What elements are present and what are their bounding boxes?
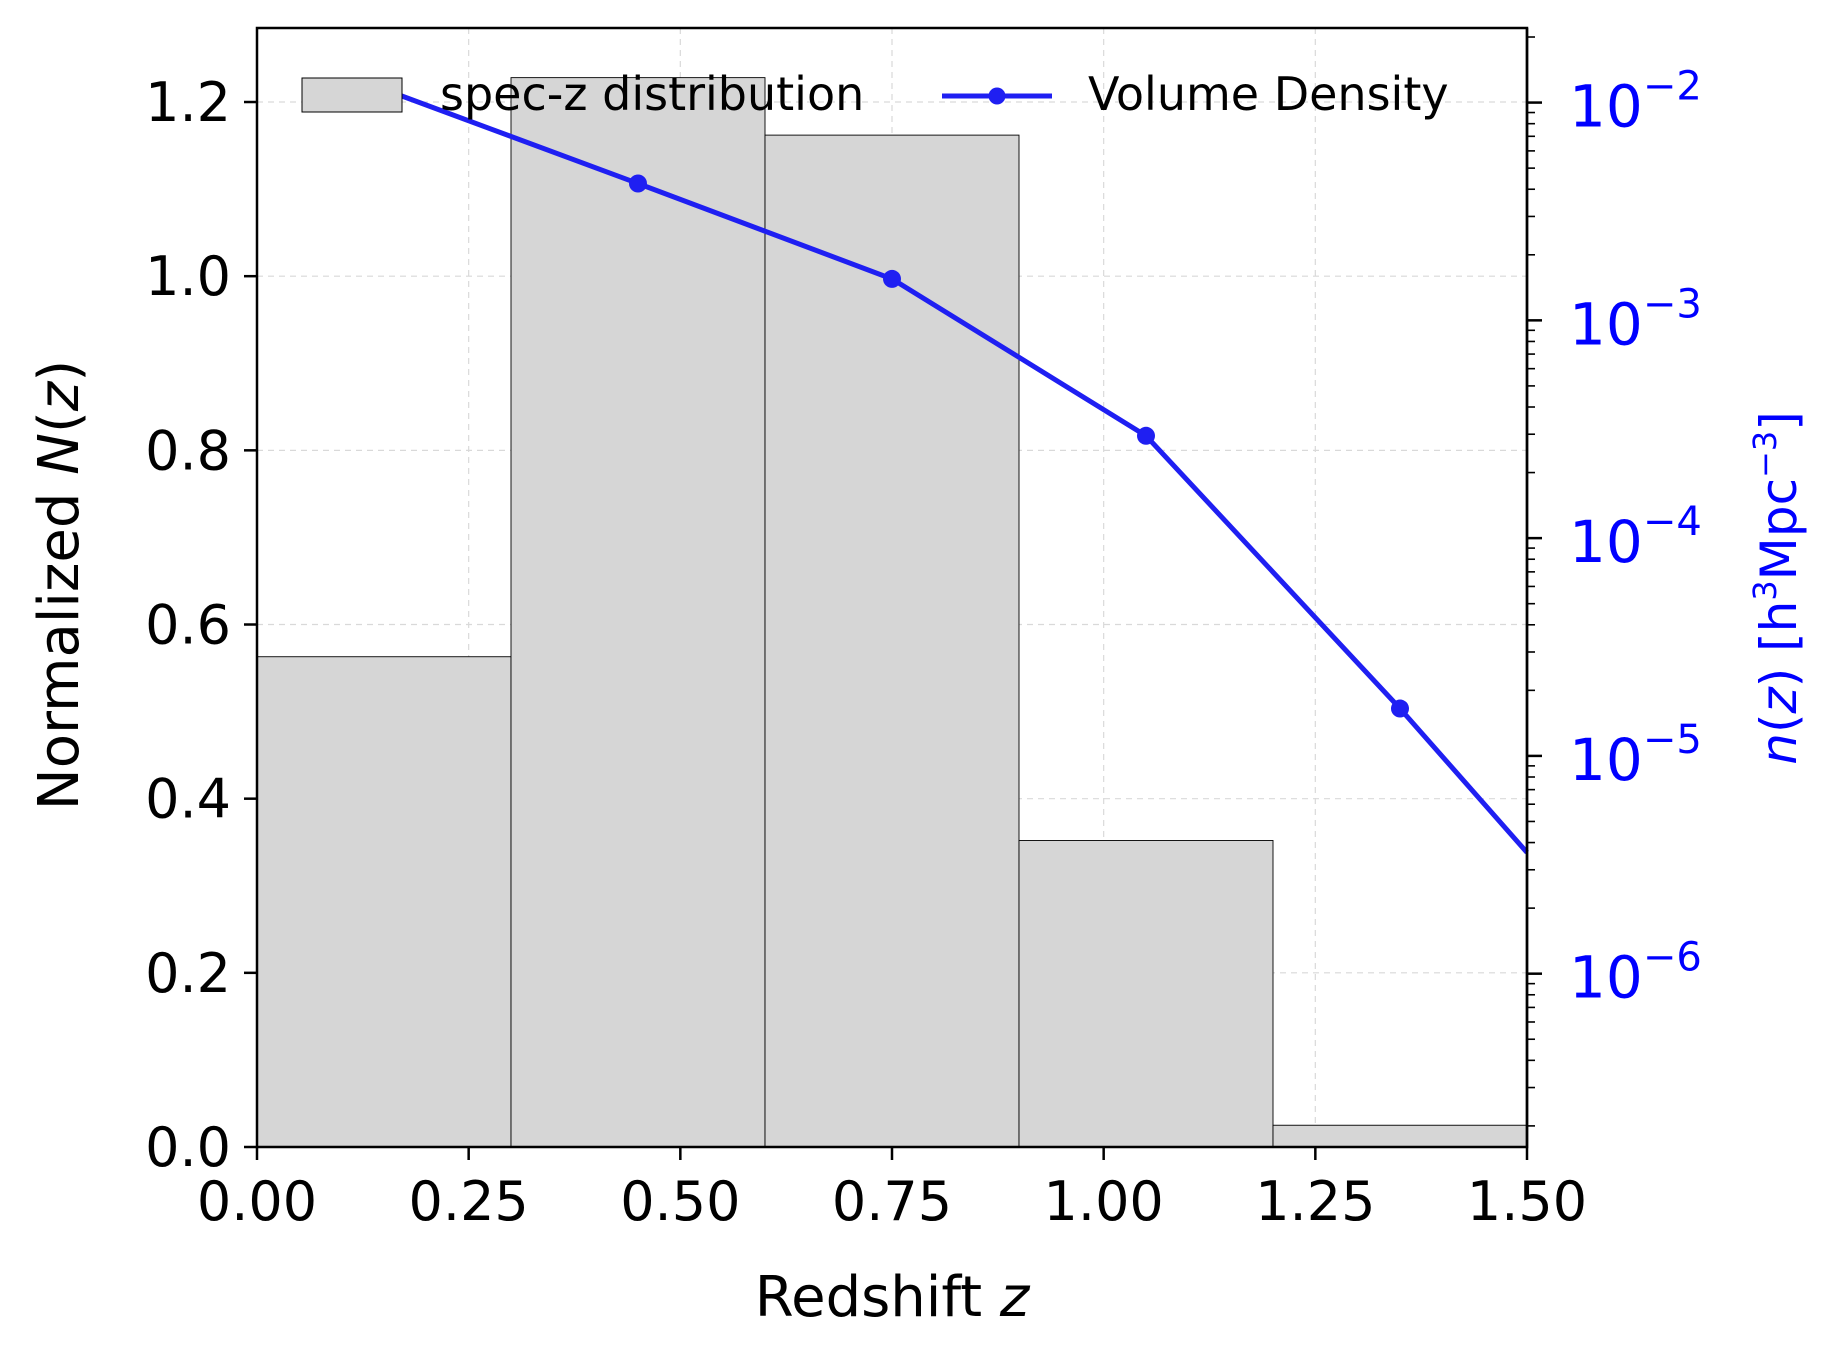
x-axis-title: Redshift z [755, 1265, 1031, 1330]
x-tick-label: 1.50 [1467, 1170, 1587, 1233]
right-y-tick-label: 10−6 [1569, 935, 1702, 1012]
legend-marker-volume-density [988, 87, 1006, 105]
left-y-tick-label: 0.8 [145, 419, 231, 482]
right-y-axis-title: n(z) [h3Mpc−3] [1746, 411, 1808, 765]
histogram-bars [256, 77, 1528, 1148]
histogram-bar [1272, 1124, 1528, 1148]
right-y-title-var: n [1750, 733, 1808, 765]
histogram-bar [256, 656, 512, 1148]
left-y-tick-label: 1.0 [145, 245, 231, 308]
right-y-title-end: ] [1750, 411, 1808, 431]
legend-label-volume-density: Volume Density [1088, 67, 1449, 121]
volume-density-polyline [383, 87, 1529, 855]
legend-swatch-spec-z [301, 77, 403, 113]
volume-density-point [1391, 699, 1409, 718]
x-axis-title-main: Redshift [755, 1265, 1000, 1330]
x-tick-label: 0.75 [832, 1170, 952, 1233]
histogram-bar [1018, 840, 1274, 1148]
left-y-title-close: ) [27, 360, 92, 382]
right-y-axis-ticks: 10−2 10−3 10−4 10−5 10−6 [1525, 28, 1702, 1147]
right-y-title-var2: z [1750, 686, 1808, 715]
volume-density-point [883, 269, 901, 288]
x-tick-label: 1.25 [1255, 1170, 1375, 1233]
x-tick-label: 0.25 [409, 1170, 529, 1233]
right-y-title-sup2: −3 [1746, 431, 1784, 478]
right-y-tick-label: 10−4 [1569, 499, 1702, 576]
right-y-tick-label: 10−2 [1569, 64, 1702, 141]
left-y-title-var2: z [27, 380, 92, 412]
left-y-axis-ticks: 0.0 0.2 0.4 0.6 0.8 1.0 1.2 [145, 71, 257, 1179]
left-y-tick-label: 0.2 [145, 942, 231, 1005]
legend: spec-z distribution Volume Density [301, 67, 1449, 121]
left-y-tick-label: 0.6 [145, 594, 231, 657]
right-y-title-close: ) [h [1750, 601, 1808, 688]
right-y-tick-label: 10−3 [1569, 281, 1702, 358]
left-y-axis-title: Normalized N(z) [27, 360, 92, 810]
x-tick-label: 0.50 [620, 1170, 740, 1233]
right-y-title-mid: Mpc [1750, 478, 1808, 580]
x-axis-title-var: z [999, 1265, 1031, 1330]
right-y-tick-label: 10−5 [1569, 717, 1702, 794]
left-y-tick-label: 0.4 [145, 768, 231, 831]
histogram-bar [510, 77, 766, 1148]
left-y-title-open: ( [27, 411, 92, 433]
x-axis-ticks: 0.00 0.25 0.50 0.75 1.00 1.25 1.50 [197, 1147, 1587, 1233]
x-tick-label: 0.00 [197, 1170, 317, 1233]
left-y-tick-label: 1.2 [145, 71, 231, 134]
volume-density-point [629, 174, 647, 193]
x-tick-label: 1.00 [1044, 1170, 1164, 1233]
right-y-title-sup1: 3 [1746, 580, 1784, 600]
left-y-title-var: N [27, 433, 92, 475]
legend-label-spec-z: spec-z distribution [440, 67, 864, 121]
left-y-title-main: Normalized [27, 475, 92, 810]
left-y-tick-label: 0.0 [145, 1116, 231, 1179]
histogram-bar [764, 134, 1020, 1148]
right-y-title-open: ( [1750, 714, 1808, 734]
volume-density-point [1137, 426, 1155, 445]
